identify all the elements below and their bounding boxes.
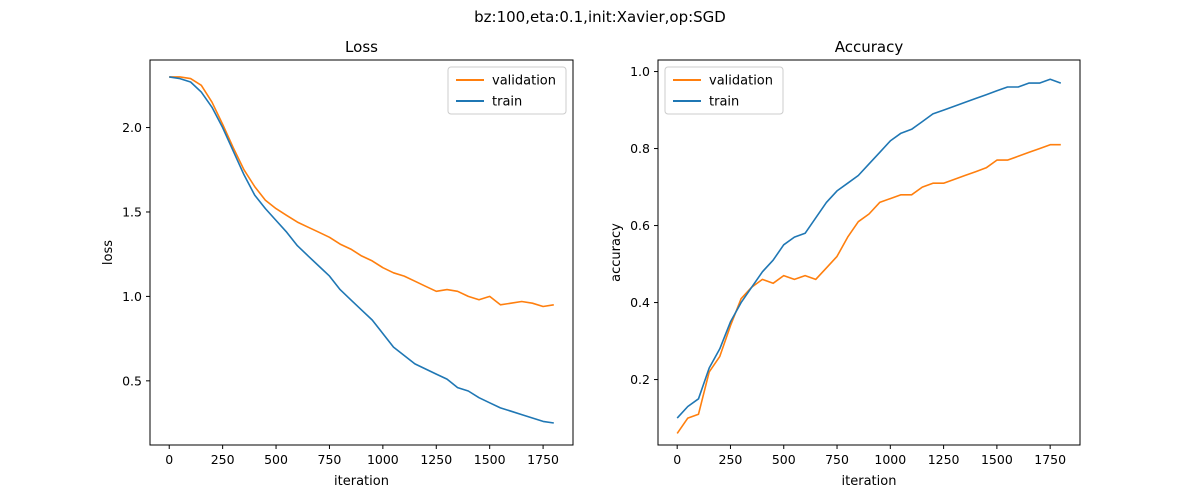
accuracy-ytick-label: 0.6 — [630, 218, 650, 233]
accuracy-xtick-label: 1250 — [928, 452, 960, 467]
accuracy-xtick-label: 1750 — [1034, 452, 1066, 467]
loss-axes-frame — [149, 59, 574, 446]
accuracy-legend-label-train: train — [709, 95, 739, 110]
accuracy-ytick-label: 0.2 — [630, 372, 650, 387]
loss-legend: validation train — [447, 66, 567, 115]
loss-y-axis-label: loss — [101, 240, 116, 265]
accuracy-series-train-line — [676, 78, 1062, 419]
accuracy-legend-label-validation: validation — [709, 74, 773, 89]
loss-xtick-label: 500 — [264, 452, 288, 467]
loss-legend-label-validation: validation — [492, 74, 556, 89]
accuracy-x-axis-label: iteration — [842, 474, 897, 489]
loss-xtick-label: 1750 — [527, 452, 559, 467]
accuracy-ytick-label: 0.4 — [630, 295, 650, 310]
accuracy-xtick-label: 250 — [719, 452, 743, 467]
accuracy-ytick-label: 1.0 — [630, 64, 650, 79]
loss-legend-box — [447, 66, 567, 115]
loss-x-axis-label: iteration — [334, 474, 389, 489]
accuracy-y-axis-label: accuracy — [609, 223, 624, 282]
accuracy-xtick-label: 500 — [772, 452, 796, 467]
accuracy-ytick-label: 0.8 — [630, 141, 650, 156]
loss-ytick-label: 2.0 — [122, 120, 142, 135]
accuracy-xtick-label: 1500 — [981, 452, 1013, 467]
loss-series-train-line — [169, 76, 554, 424]
loss-xtick-label: 1250 — [420, 452, 452, 467]
loss-xtick-label: 0 — [165, 452, 173, 467]
accuracy-panel: 0 250 500 750 1000 1250 1500 1750 0.2 0.4 0.6 0.8 1.… — [609, 38, 1081, 489]
loss-xtick-label: 750 — [318, 452, 342, 467]
accuracy-axes-frame — [657, 59, 1081, 446]
loss-panel: 0 250 500 750 1000 1250 1500 1750 0.5 1.0 1.5 2.0 Lo… — [101, 38, 574, 489]
accuracy-legend: validation train — [664, 66, 784, 115]
loss-legend-label-train: train — [492, 95, 522, 110]
loss-ytick-label: 1.0 — [122, 289, 142, 304]
figure-suptitle: bz:100,eta:0.1,init:Xavier,op:SGD — [474, 8, 726, 26]
accuracy-xtick-label: 0 — [673, 452, 681, 467]
accuracy-series-validation-line — [676, 143, 1061, 434]
loss-xtick-label: 250 — [211, 452, 235, 467]
loss-chart-title: Loss — [345, 38, 378, 56]
loss-series-validation-line — [169, 76, 554, 308]
loss-xtick-label: 1500 — [474, 452, 506, 467]
accuracy-xtick-label: 1000 — [874, 452, 906, 467]
accuracy-chart-title: Accuracy — [835, 38, 904, 56]
loss-ytick-label: 0.5 — [122, 373, 142, 388]
accuracy-legend-box — [664, 66, 784, 115]
loss-xtick-label: 1000 — [367, 452, 399, 467]
loss-ytick-label: 1.5 — [122, 204, 142, 219]
accuracy-xtick-label: 750 — [825, 452, 849, 467]
